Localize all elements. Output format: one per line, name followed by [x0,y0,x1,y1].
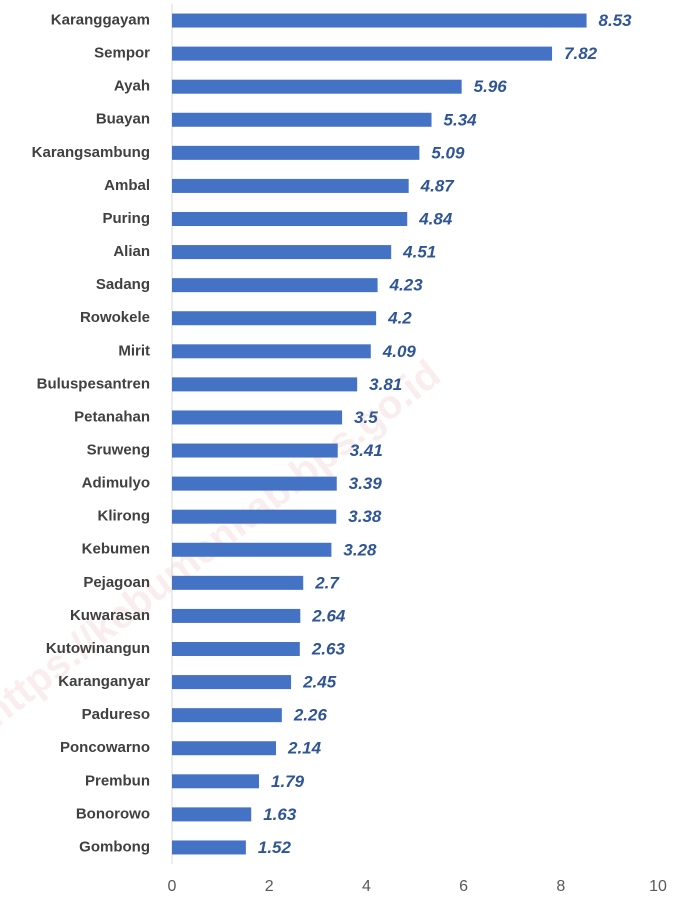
bar [172,410,343,425]
y-tick-label: Kebumen [82,541,150,558]
y-tick-label: Sadang [96,276,150,293]
y-tick-label: Padureso [82,706,150,723]
value-label: 1.52 [258,838,292,857]
value-label: 3.28 [343,540,377,559]
x-tick-label: 0 [168,878,177,895]
bar [172,145,420,160]
y-tick-label: Prembun [85,772,150,789]
y-tick-label: Buayan [96,111,150,128]
y-tick-label: Klirong [98,508,151,525]
y-tick-label: Gombong [79,838,150,855]
y-tick-label: Kuwarasan [70,607,150,624]
bar [172,608,301,623]
value-label: 2.45 [302,673,337,692]
bar [172,46,553,61]
value-label: 2.7 [314,573,340,592]
value-label: 2.14 [287,739,322,758]
value-label: 3.38 [348,507,382,526]
y-tick-label: Kutowinangun [46,640,150,657]
value-label: 4.2 [387,309,412,328]
bar [172,708,282,723]
value-label: 4.23 [389,276,424,295]
y-tick-label: Ayah [114,78,150,95]
value-label: 3.81 [369,375,402,394]
bar [172,542,332,557]
bar [172,245,392,260]
bar [172,178,409,193]
y-tick-label: Buluspesantren [37,375,150,392]
bar [172,112,432,127]
value-label: 2.64 [311,606,346,625]
bar [172,840,246,855]
value-label: 4.51 [402,243,436,262]
x-tick-label: 6 [459,878,468,895]
y-tick-label: Mirit [118,342,150,359]
value-label: 7.82 [564,44,598,63]
bar [172,79,462,94]
x-tick-label: 2 [265,878,274,895]
value-label: 5.96 [474,77,508,96]
value-label: 2.63 [311,639,346,658]
value-label: 3.5 [354,408,378,427]
value-label: 1.79 [271,772,305,791]
bar [172,377,358,392]
bar [172,278,378,293]
bar [172,311,377,326]
y-tick-label: Bonorowo [76,805,150,822]
y-tick-label: Alian [113,243,150,260]
bar [172,575,304,590]
x-tick-label: 4 [362,878,371,895]
bar [172,675,292,690]
y-tick-label: Ambal [104,177,150,194]
y-tick-label: Puring [103,210,151,227]
value-label: 3.41 [350,441,383,460]
x-tick-label: 10 [649,878,667,895]
y-tick-label: Poncowarno [60,739,150,756]
value-label: 4.09 [382,342,417,361]
value-label: 8.53 [599,11,633,30]
y-tick-label: Karanggayam [51,12,150,29]
x-tick-label: 8 [556,878,565,895]
y-tick-label: Rowokele [80,309,150,326]
bar [172,509,337,524]
y-tick-label: Pejagoan [83,574,150,591]
bar [172,807,252,822]
y-tick-label: Adimulyo [82,475,150,492]
y-tick-label: Karangsambung [32,144,150,161]
bar [172,344,371,359]
bar [172,774,259,789]
bar [172,13,587,28]
y-tick-label: Sruweng [87,442,150,459]
value-label: 4.87 [420,176,456,195]
value-label: 1.63 [263,805,297,824]
bar [172,476,337,491]
bar [172,642,300,656]
value-label: 4.84 [418,209,453,228]
value-label: 3.39 [349,474,383,493]
y-tick-label: Sempor [94,45,150,62]
y-tick-label: Karanganyar [58,673,150,690]
value-label: 5.34 [444,110,478,129]
value-label: 2.26 [293,706,328,725]
y-tick-label: Petanahan [74,408,150,425]
value-label: 5.09 [431,143,465,162]
bar [172,212,408,226]
bar [172,741,277,756]
bar [172,443,338,458]
